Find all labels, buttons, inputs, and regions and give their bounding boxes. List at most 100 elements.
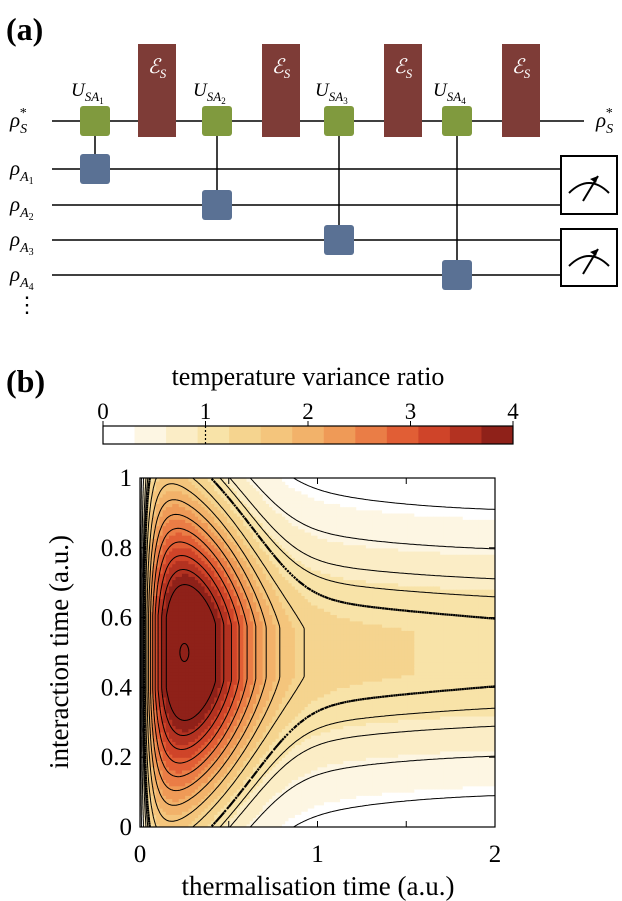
heatmap-cell: [188, 795, 193, 800]
heatmap-cell: [240, 674, 244, 679]
heatmap-cell: [230, 760, 235, 765]
heatmap-cell: [162, 665, 167, 669]
heatmap-cell: [149, 662, 154, 666]
heatmap-cell: [140, 798, 144, 803]
heatmap-cell: [233, 541, 238, 546]
heatmap-cell: [220, 719, 225, 723]
heatmap-cell: [152, 776, 157, 781]
heatmap-cell: [240, 519, 244, 524]
heatmap-cell: [156, 595, 160, 600]
heatmap-cell: [165, 646, 170, 650]
heatmap-cell: [227, 712, 231, 717]
heatmap-cell: [256, 497, 261, 501]
heatmap-cell: [211, 512, 215, 517]
heatmap-cell: [140, 782, 144, 787]
colorbar-tick-label: 2: [302, 399, 314, 424]
heatmap-cell: [249, 614, 254, 619]
heatmap-cell: [249, 801, 254, 806]
heatmap-cell: [185, 741, 190, 746]
heatmap-cell: [194, 795, 199, 800]
heatmap-cell: [252, 531, 257, 536]
heatmap-cell: [240, 677, 244, 682]
heatmap-cell: [169, 611, 173, 616]
heatmap-cell: [207, 722, 212, 727]
heatmap-cell: [211, 817, 215, 822]
heatmap-cell: [169, 684, 173, 688]
heatmap-cell: [236, 719, 241, 723]
heatmap-cell: [178, 522, 183, 527]
heatmap-cell: [178, 665, 183, 669]
heatmap-cell: [259, 662, 264, 666]
heatmap-cell: [249, 731, 254, 736]
heatmap-cell: [262, 795, 267, 800]
heatmap-cell: [236, 481, 241, 485]
heatmap-cell: [165, 557, 170, 562]
heatmap-cell: [246, 595, 251, 600]
heatmap-cell: [181, 630, 186, 635]
heatmap-cell: [162, 712, 167, 717]
heatmap-cell: [194, 709, 199, 714]
heatmap-cell: [165, 703, 170, 708]
heatmap-cell: [211, 570, 215, 574]
heatmap-cell: [194, 608, 199, 612]
heatmap-cell: [198, 814, 202, 819]
heatmap-cell: [211, 804, 215, 809]
heatmap-cell: [169, 544, 173, 549]
heatmap-cell: [227, 509, 231, 514]
heatmap-cell: [162, 744, 167, 749]
heatmap-cell: [262, 595, 267, 600]
heatmap-cell: [194, 487, 199, 492]
heatmap-cell: [194, 478, 199, 482]
heatmap-cell: [185, 754, 190, 758]
heatmap-cell: [181, 493, 186, 498]
measurement-box-1: [560, 155, 618, 215]
heatmap-cell: [211, 601, 215, 606]
heatmap-cell: [172, 731, 177, 736]
heatmap-cell: [223, 646, 228, 650]
heatmap-cell: [162, 585, 167, 590]
heatmap-cell: [246, 646, 251, 650]
heatmap-cell: [181, 652, 186, 657]
heatmap-cell: [246, 608, 251, 612]
heatmap-cell: [262, 776, 267, 781]
heatmap-cell: [181, 585, 186, 590]
heatmap-cell: [201, 531, 206, 536]
heatmap-cell: [220, 633, 225, 638]
heatmap-cell: [236, 734, 241, 739]
heatmap-cell: [172, 738, 177, 742]
heatmap-cell: [259, 722, 264, 727]
heatmap-cell: [156, 706, 160, 711]
heatmap-cell: [149, 788, 154, 793]
heatmap-cell: [146, 763, 151, 768]
heatmap-cell: [198, 807, 202, 812]
heatmap-cell: [217, 712, 222, 717]
heatmap-cell: [207, 795, 212, 800]
heatmap-cell: [188, 630, 193, 635]
heatmap-cell: [236, 696, 241, 701]
heatmap-cell: [191, 554, 196, 558]
heatmap-cell: [198, 696, 202, 701]
heatmap-cell: [243, 763, 248, 768]
heatmap-cell: [259, 500, 264, 504]
heatmap-cell: [243, 703, 248, 708]
heatmap-cell: [211, 674, 215, 679]
heatmap-cell: [252, 769, 257, 774]
heatmap-cell: [149, 541, 154, 546]
heatmap-cell: [159, 522, 164, 527]
heatmap-cell: [175, 662, 180, 666]
heatmap-cell: [236, 706, 241, 711]
heatmap-cell: [217, 649, 222, 654]
heatmap-cell: [249, 674, 254, 679]
heatmap-cell: [162, 709, 167, 714]
heatmap-cell: [178, 639, 183, 644]
heatmap-cell: [246, 696, 251, 701]
heatmap-cell: [246, 706, 251, 711]
heatmap-cell: [243, 642, 248, 647]
heatmap-cell: [156, 715, 160, 720]
colorbar-title: temperature variance ratio: [172, 362, 445, 391]
heatmap-cell: [194, 500, 199, 504]
heatmap-cell: [214, 633, 219, 638]
heatmap-cell: [252, 500, 257, 504]
heatmap-cell: [172, 516, 177, 520]
